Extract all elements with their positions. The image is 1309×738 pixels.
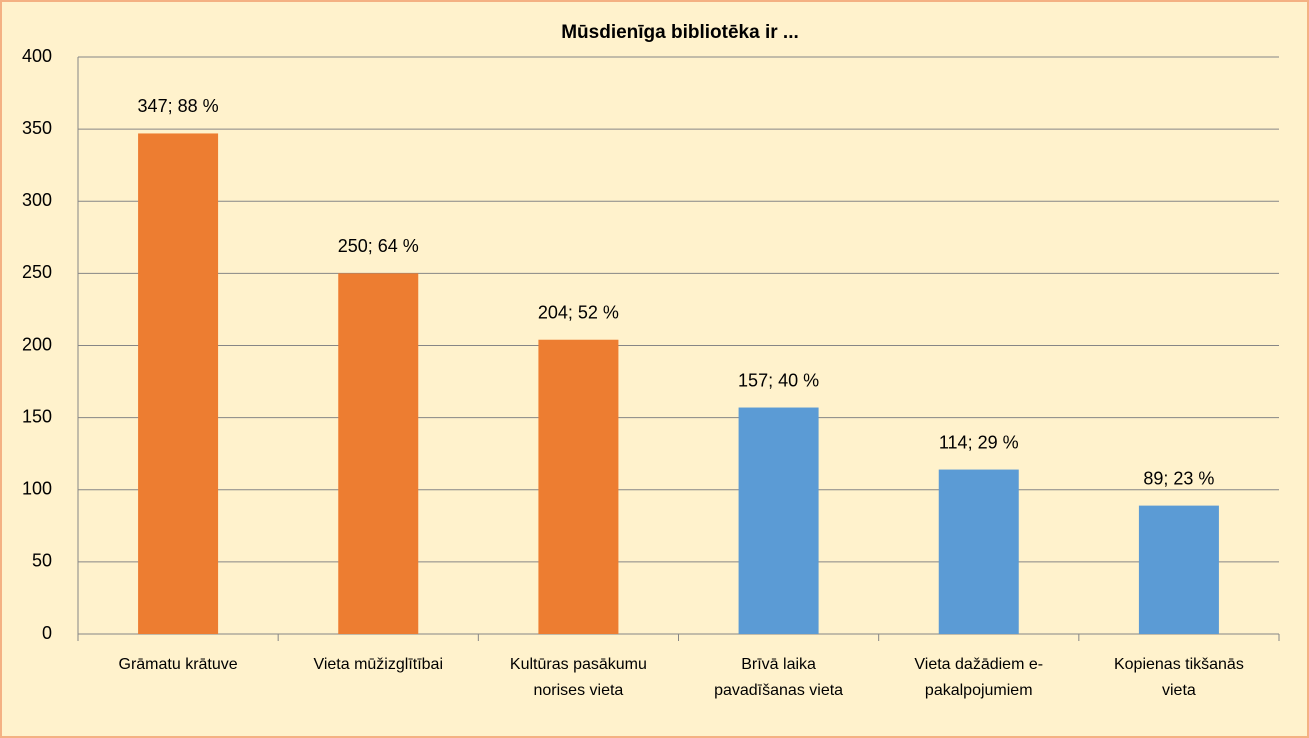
x-tick-label: Vieta dažādiem e-pakalpojumiem — [914, 656, 1044, 699]
bar — [538, 339, 619, 634]
y-tick-label: 400 — [22, 46, 52, 66]
bar — [738, 407, 819, 634]
x-tick-label: Brīvā laika pavadīšanas vieta — [714, 656, 844, 699]
y-tick-label: 300 — [22, 190, 52, 210]
y-tick-label: 350 — [22, 118, 52, 138]
x-tick-label-box: Vieta dažādiem e-pakalpojumiem — [914, 656, 1044, 699]
x-tick-label: Kultūras pasākumu norises vieta — [509, 656, 647, 699]
y-tick-label: 150 — [22, 406, 52, 426]
data-label: 250; 64 % — [338, 236, 419, 256]
x-tick-label-box: Kultūras pasākumu norises vieta — [509, 656, 647, 699]
bar — [138, 133, 219, 634]
x-tick-label-box: Grāmatu krātuve — [118, 656, 238, 673]
chart-title: Mūsdienīga bibliotēka ir ... — [561, 22, 799, 43]
data-label: 204; 52 % — [538, 302, 619, 322]
bar — [938, 469, 1019, 634]
bar — [338, 273, 419, 634]
data-label: 114; 29 % — [939, 432, 1019, 452]
y-tick-label: 0 — [42, 623, 52, 643]
data-label: 157; 40 % — [738, 370, 819, 390]
data-label: 89; 23 % — [1143, 468, 1214, 488]
x-tick-label: Kopienas tikšanās vieta — [1113, 656, 1244, 699]
x-tick-label: Vieta mūžizglītībai — [313, 656, 443, 673]
data-label: 347; 88 % — [138, 96, 219, 116]
y-tick-label: 100 — [22, 479, 52, 499]
x-tick-label: Grāmatu krātuve — [118, 656, 238, 673]
y-tick-label: 50 — [32, 551, 52, 571]
y-tick-label: 200 — [22, 334, 52, 354]
y-tick-label: 250 — [22, 262, 52, 282]
x-tick-label-box: Brīvā laika pavadīšanas vieta — [714, 656, 844, 699]
bar — [1138, 505, 1219, 634]
x-tick-label-box: Vieta mūžizglītībai — [313, 656, 443, 673]
x-tick-label-box: Kopienas tikšanās vieta — [1113, 656, 1244, 699]
